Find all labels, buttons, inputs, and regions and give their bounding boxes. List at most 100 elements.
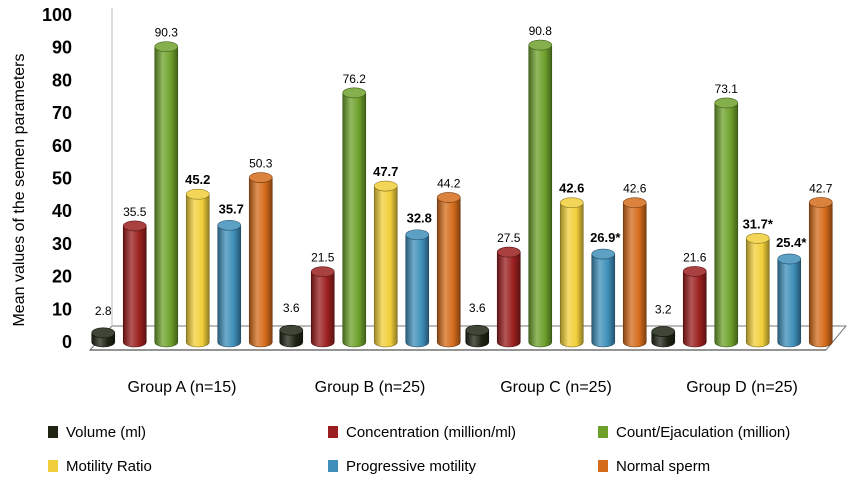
x-category-label: Group C (n=25) [500,379,612,396]
bar [622,197,647,348]
bar-cap [279,324,304,336]
bar-cap [310,266,335,277]
bar [808,197,833,348]
legend-swatch [48,460,58,472]
bar-body [436,197,461,348]
legend-label: Count/Ejaculation (million) [616,423,791,441]
bar-body [496,252,521,348]
bar-body [310,271,335,348]
legend-swatch [598,460,608,472]
legend-label: Motility Ratio [66,457,152,475]
legend-label: Concentration (million/ml) [346,423,517,441]
bar-cap [559,197,584,208]
bar [651,326,676,348]
bar [745,233,770,348]
bar [342,87,367,348]
bar-body [122,225,147,348]
y-tick-label: 50 [52,169,72,189]
bar-chart: 0 10 20 30 40 50 60 70 80 90 100 2.8 35.5 90.3 45.2 35… [11,5,848,396]
bar [310,266,335,348]
data-label: 35.7 [219,201,244,216]
bar-cap [154,41,179,53]
data-label: 3.2 [655,303,672,317]
data-label: 76.2 [343,72,367,86]
bar [465,324,490,348]
bar [682,266,707,348]
bar-body [777,258,802,348]
bar-cap [373,180,398,192]
bar-cap [591,248,616,260]
data-label: 44.2 [437,176,461,190]
bar-cap [622,197,647,208]
x-category-label: Group A (n=15) [128,379,237,396]
bar [248,172,273,348]
data-label: 90.8 [529,24,553,38]
bar-cap [122,220,147,232]
bar-cap [777,253,802,265]
legend-item: Normal sperm [598,455,710,477]
bar-body [714,102,739,348]
legend-swatch [598,426,608,438]
bars-layer [91,39,833,348]
bar [373,180,398,348]
data-label: 47.7 [373,164,398,179]
bar-cap [745,233,770,244]
y-tick-label: 90 [52,38,72,58]
bar [436,192,461,348]
data-label: 3.6 [283,301,300,315]
data-label: 27.5 [497,231,521,245]
bar-cap [342,87,367,99]
data-label: 31.7* [743,216,774,231]
bar-body [528,45,553,348]
legend-item: Motility Ratio [48,455,152,477]
bar [405,229,430,348]
bar [91,327,116,348]
y-tick-label: 100 [42,5,72,25]
bar [122,220,147,348]
data-label: 26.9* [590,230,621,245]
bar [528,39,553,348]
y-axis-label: Mean values of the semen parameters [11,53,28,326]
bar [217,219,242,348]
bar-cap [436,192,461,203]
bar-cap [217,219,242,231]
bar-cap [808,197,833,208]
x-category-label: Group B (n=25) [315,379,426,396]
bar [714,97,739,348]
bar-body [248,177,273,348]
legend-item: Volume (ml) [48,421,146,443]
data-label: 2.8 [95,304,112,318]
y-tick-label: 60 [52,136,72,156]
data-label: 50.3 [249,157,273,171]
data-label: 21.6 [683,250,707,264]
x-category-label: Group D (n=25) [686,379,798,396]
legend-label: Progressive motility [346,457,477,475]
data-labels-layer: 2.8 35.5 90.3 45.2 35.7 50.3 3.6 21.5 76.2 47.7 32… [95,24,833,318]
bar-body [622,202,647,348]
bar-body [185,194,210,348]
bar [279,324,304,348]
bar-body [373,185,398,348]
bar-body [342,92,367,348]
legend-swatch [328,460,338,472]
data-label: 45.2 [185,172,210,187]
legend-item: Count/Ejaculation (million) [598,421,790,443]
y-tick-label: 30 [52,234,72,254]
bar-body [682,271,707,348]
y-tick-label: 70 [52,103,72,123]
data-label: 42.6 [559,181,584,196]
bar-body [745,238,770,348]
legend-item: Concentration (million/ml) [328,421,516,443]
x-axis-categories: Group A (n=15) Group B (n=25) Group C (n=2… [128,379,798,396]
bar-body [217,225,242,348]
y-tick-label: 20 [52,267,72,287]
bar-body [405,234,430,348]
legend-item: Progressive motility [328,455,476,477]
bar-cap [682,266,707,277]
bar-cap [91,327,116,339]
legend-swatch [328,426,338,438]
bar-cap [248,172,273,183]
bar-body [591,253,616,348]
legend-swatch [48,426,58,438]
data-label: 35.5 [123,205,147,219]
